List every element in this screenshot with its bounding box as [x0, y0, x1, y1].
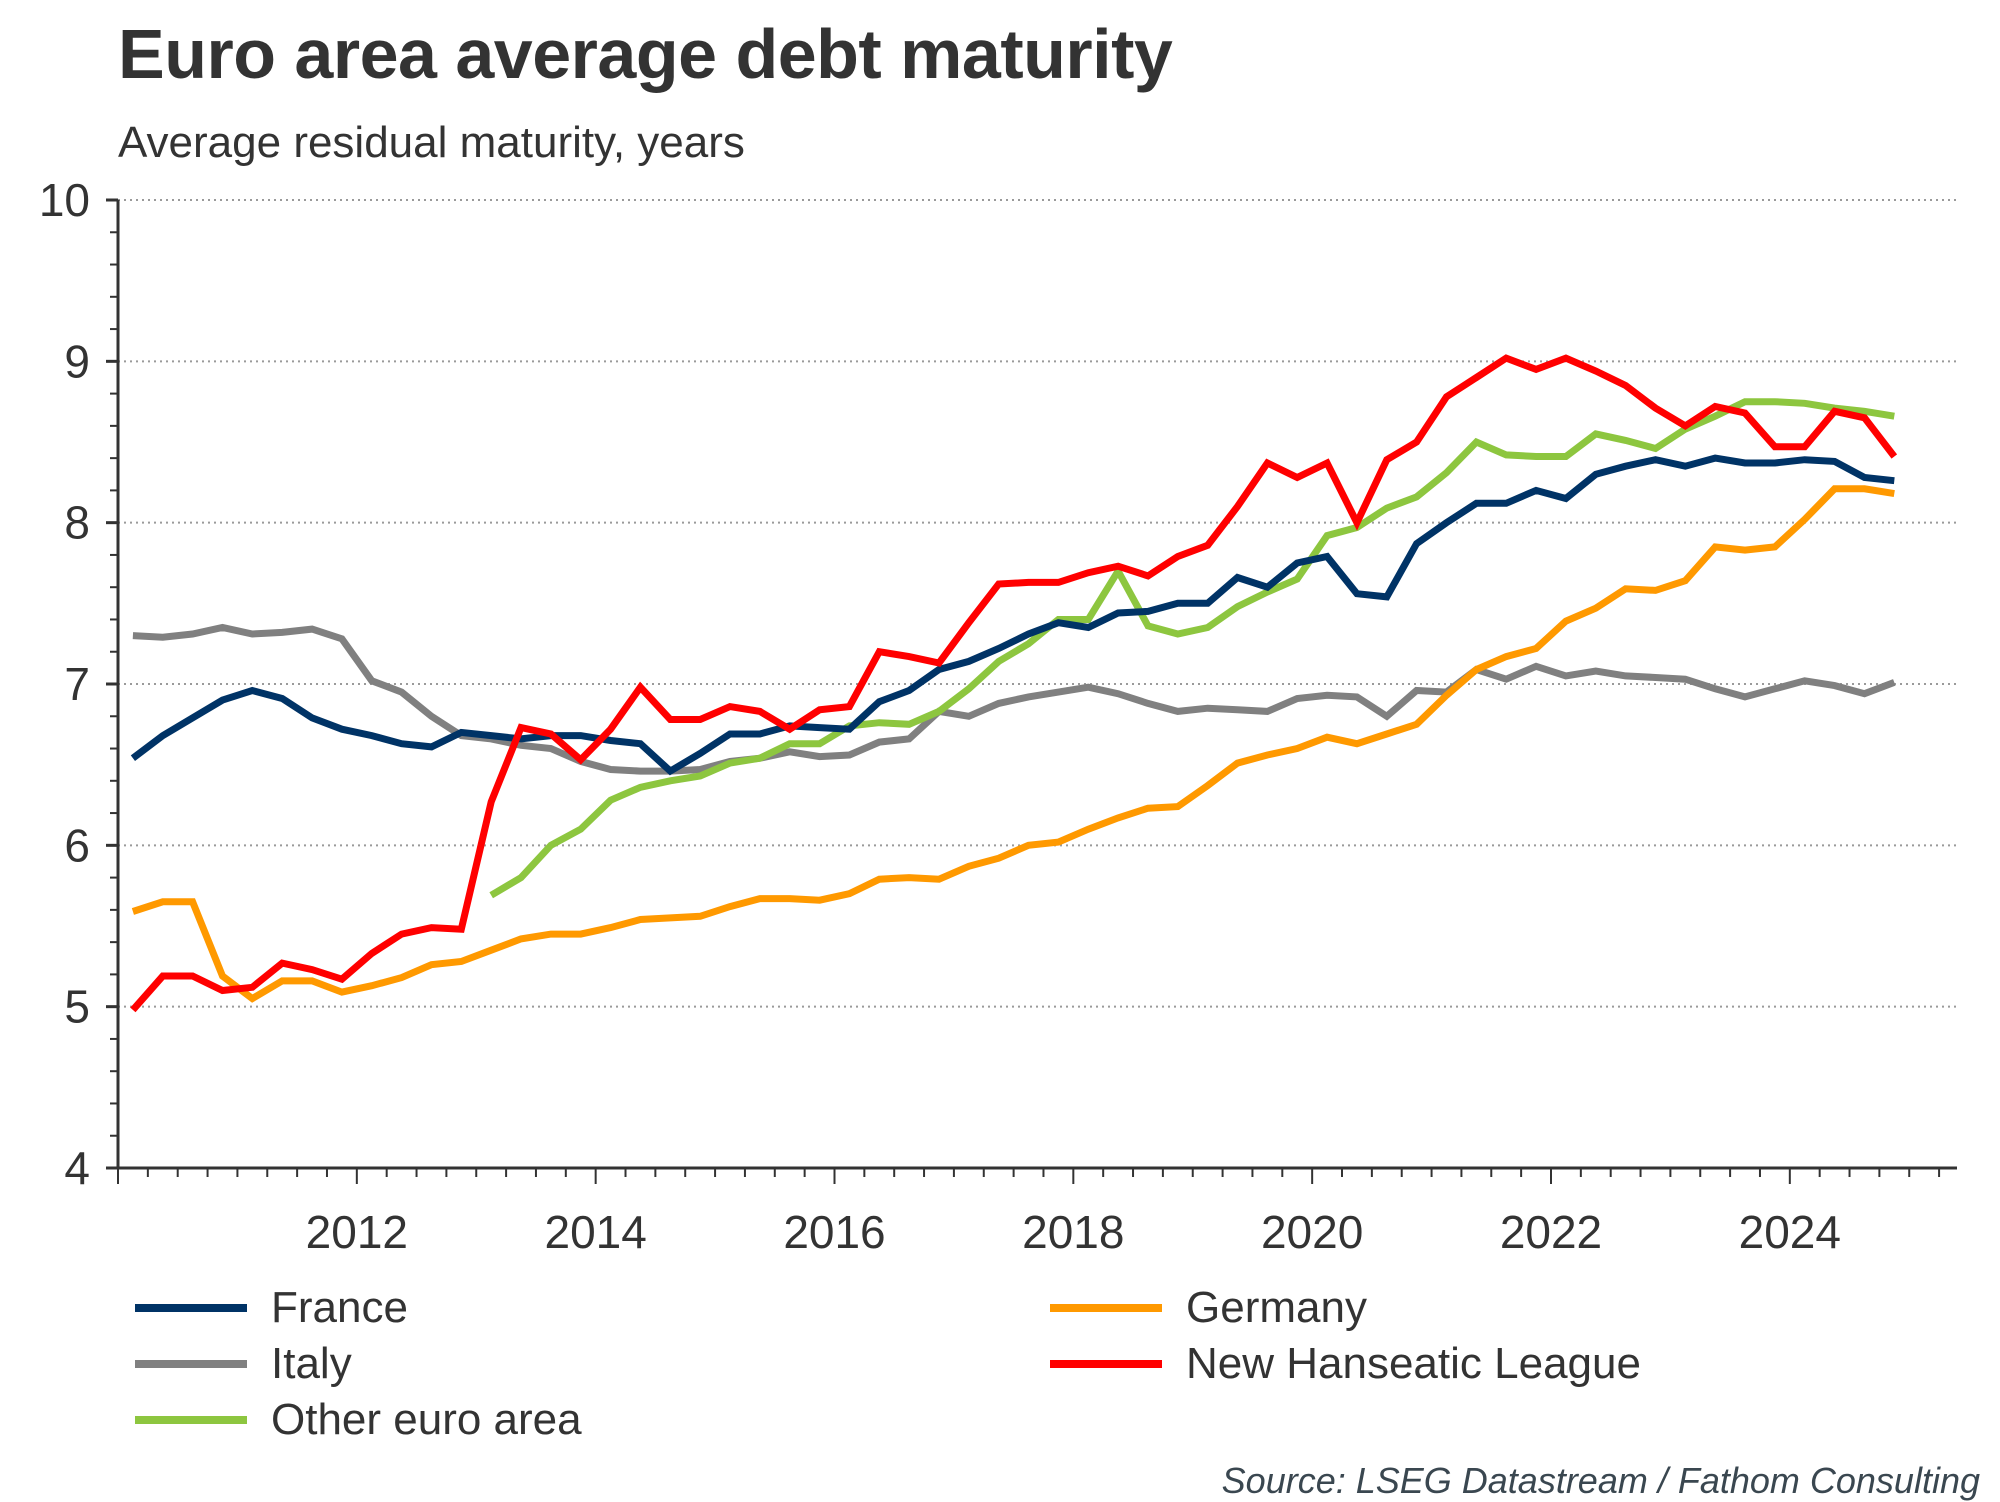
legend-label: Germany: [1186, 1283, 1367, 1332]
legend-swatch-germany: [1050, 1304, 1162, 1312]
x-tick-label: 2024: [1739, 1206, 1841, 1258]
gridlines: [118, 199, 1957, 1008]
legend-item-germany: Germany: [1050, 1280, 1367, 1336]
x-tick-label: 2022: [1500, 1206, 1602, 1258]
legend-swatch-france: [135, 1304, 247, 1312]
legend: France Germany Italy New Hanseatic Leagu…: [135, 1280, 1835, 1444]
series-line-germany: [131, 485, 1895, 1003]
legend-swatch-italy: [135, 1360, 247, 1368]
y-tick-label: 7: [64, 658, 90, 710]
legend-item-new-hanseatic-league: New Hanseatic League: [1050, 1336, 1641, 1392]
x-axis-ticks: 2012 2014 2016 2018 2020 2022 2024: [117, 1168, 1941, 1258]
y-tick-label: 8: [64, 497, 90, 549]
y-tick-label: 4: [64, 1142, 90, 1194]
legend-item-other-euro-area: Other euro area: [135, 1392, 582, 1448]
legend-item-france: France: [135, 1280, 408, 1336]
chart-title: Euro area average debt maturity: [118, 15, 1173, 93]
legend-swatch-new-hanseatic-league: [1050, 1360, 1162, 1368]
y-tick-label: 6: [64, 819, 90, 871]
legend-label: Italy: [271, 1339, 352, 1388]
legend-item-italy: Italy: [135, 1336, 352, 1392]
x-tick-label: 2016: [783, 1206, 885, 1258]
source-note: Source: LSEG Datastream / Fathom Consult…: [1221, 1460, 1980, 1501]
series-line-other-euro-area: [489, 398, 1895, 899]
series-line-new-hanseatic-league: [130, 354, 1898, 1013]
y-tick-label: 9: [64, 335, 90, 387]
series-lines: [130, 354, 1898, 1013]
y-tick-label: 5: [64, 981, 90, 1033]
x-tick-label: 2012: [306, 1206, 408, 1258]
series-line-italy: [132, 623, 1896, 775]
legend-swatch-other-euro-area: [135, 1416, 247, 1424]
chart-subtitle: Average residual maturity, years: [118, 118, 745, 167]
legend-label: France: [271, 1283, 408, 1332]
x-tick-label: 2020: [1261, 1206, 1363, 1258]
legend-label: Other euro area: [271, 1395, 582, 1444]
series-line-france: [130, 454, 1895, 776]
x-tick-label: 2014: [544, 1206, 646, 1258]
legend-label: New Hanseatic League: [1186, 1339, 1641, 1388]
y-axis-ticks: 4 5 6 7 8 9 10: [39, 174, 118, 1194]
y-tick-label: 10: [39, 174, 90, 226]
x-tick-label: 2018: [1022, 1206, 1124, 1258]
